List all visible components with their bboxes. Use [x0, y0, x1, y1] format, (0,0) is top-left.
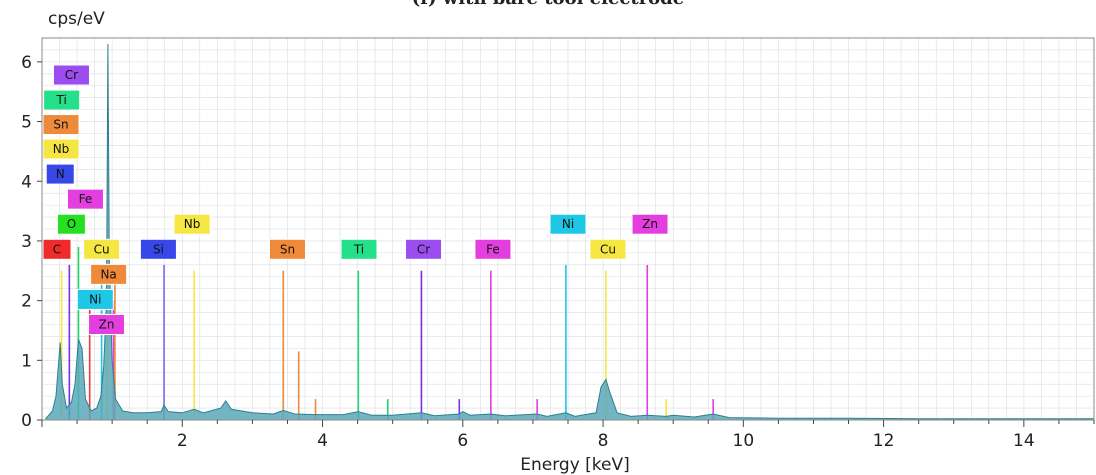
peak-label-text: Nb — [53, 142, 70, 156]
peak-label-box — [549, 213, 587, 235]
peak-label-text: C — [53, 242, 61, 256]
x-tick-label: 10 — [733, 431, 755, 451]
peak-label: Zn — [88, 314, 126, 335]
peak-label: O — [56, 213, 86, 235]
peak-label: Ni — [549, 213, 587, 235]
peak-label-box — [340, 238, 378, 260]
x-tick-label: 14 — [1013, 431, 1035, 451]
peak-label-box — [43, 89, 81, 111]
peak-label-box — [631, 213, 669, 235]
chart-title: (f) with bare tool electrode — [412, 0, 684, 9]
peak-label-text: Ti — [353, 242, 364, 256]
peak-label-box — [474, 238, 512, 260]
peak-label-box — [52, 64, 90, 86]
peak-label-box — [83, 238, 121, 260]
x-tick-label: 12 — [873, 431, 895, 451]
y-tick-label: 0 — [21, 411, 32, 431]
peak-label-box — [88, 314, 126, 335]
y-axis: 0 1 2 3 4 5 6 — [21, 53, 42, 431]
peak-label: Fe — [66, 188, 104, 210]
peak-label: Ti — [340, 238, 378, 260]
x-axis-title: Energy [keV] — [520, 455, 630, 475]
peak-label-box — [42, 114, 80, 136]
peak-label-text: Ti — [55, 93, 66, 107]
peak-label: N — [45, 163, 75, 185]
y-tick-label: 1 — [21, 351, 32, 371]
peak-label-text: O — [67, 217, 76, 231]
peak-label: Nb — [42, 138, 80, 160]
peak-label: Cu — [589, 238, 627, 260]
peak-label-box — [90, 263, 128, 285]
x-axis: 2 4 6 8 10 12 14 — [41, 420, 1095, 451]
peak-label-box — [268, 238, 306, 260]
peak-label-box — [45, 163, 75, 185]
x-tick-label: 6 — [457, 431, 468, 451]
peak-label-text: Na — [100, 267, 116, 281]
peak-label-text: Zn — [99, 318, 115, 332]
peak-label: Na — [90, 263, 128, 285]
y-axis-title: cps/eV — [48, 9, 105, 29]
peak-label-text: Cu — [94, 242, 110, 256]
peak-label-box — [139, 238, 177, 260]
peak-label-text: N — [56, 167, 65, 181]
peak-label-text: Cr — [65, 68, 78, 82]
y-tick-label: 3 — [21, 232, 32, 252]
peak-label-text: Si — [153, 242, 164, 256]
peak-label-text: Cu — [600, 242, 616, 256]
peak-label: Sn — [42, 114, 80, 136]
peak-label: C — [42, 238, 72, 260]
peak-label-box — [42, 138, 80, 160]
spectrum-line — [45, 43, 1094, 420]
x-tick-label: 8 — [598, 431, 609, 451]
peak-label-text: Ni — [562, 217, 574, 231]
peak-label: Cr — [52, 64, 90, 86]
peak-label-text: Nb — [184, 217, 201, 231]
peak-label-text: Sn — [53, 118, 68, 132]
peak-label: Cu — [83, 238, 121, 260]
y-tick-label: 2 — [21, 292, 32, 312]
peak-label: Zn — [631, 213, 669, 235]
peak-label-text: Ni — [89, 292, 101, 306]
y-tick-label: 5 — [21, 113, 32, 133]
y-tick-label: 6 — [21, 53, 32, 73]
peak-label-text: Fe — [486, 242, 500, 256]
peak-label-text: Cr — [417, 242, 430, 256]
peak-label-box — [66, 188, 104, 210]
peak-label-text: Sn — [280, 242, 295, 256]
y-tick-label: 4 — [21, 172, 32, 192]
peak-label: Fe — [474, 238, 512, 260]
peak-label-box — [173, 213, 211, 235]
peak-label-box — [405, 238, 443, 260]
peak-label: Sn — [268, 238, 306, 260]
peak-label: Ti — [43, 89, 81, 111]
x-tick-label: 2 — [177, 431, 188, 451]
peak-label-box — [42, 238, 72, 260]
peak-label: Nb — [173, 213, 211, 235]
peak-label-box — [589, 238, 627, 260]
x-tick-label: 4 — [317, 431, 328, 451]
peak-label-text: Zn — [642, 217, 658, 231]
peak-label-text: Fe — [79, 192, 93, 206]
peak-label: Ni — [76, 288, 114, 310]
peak-label: Si — [139, 238, 177, 260]
peak-label-box — [76, 288, 114, 310]
peak-label: Cr — [405, 238, 443, 260]
peak-label-box — [56, 213, 86, 235]
